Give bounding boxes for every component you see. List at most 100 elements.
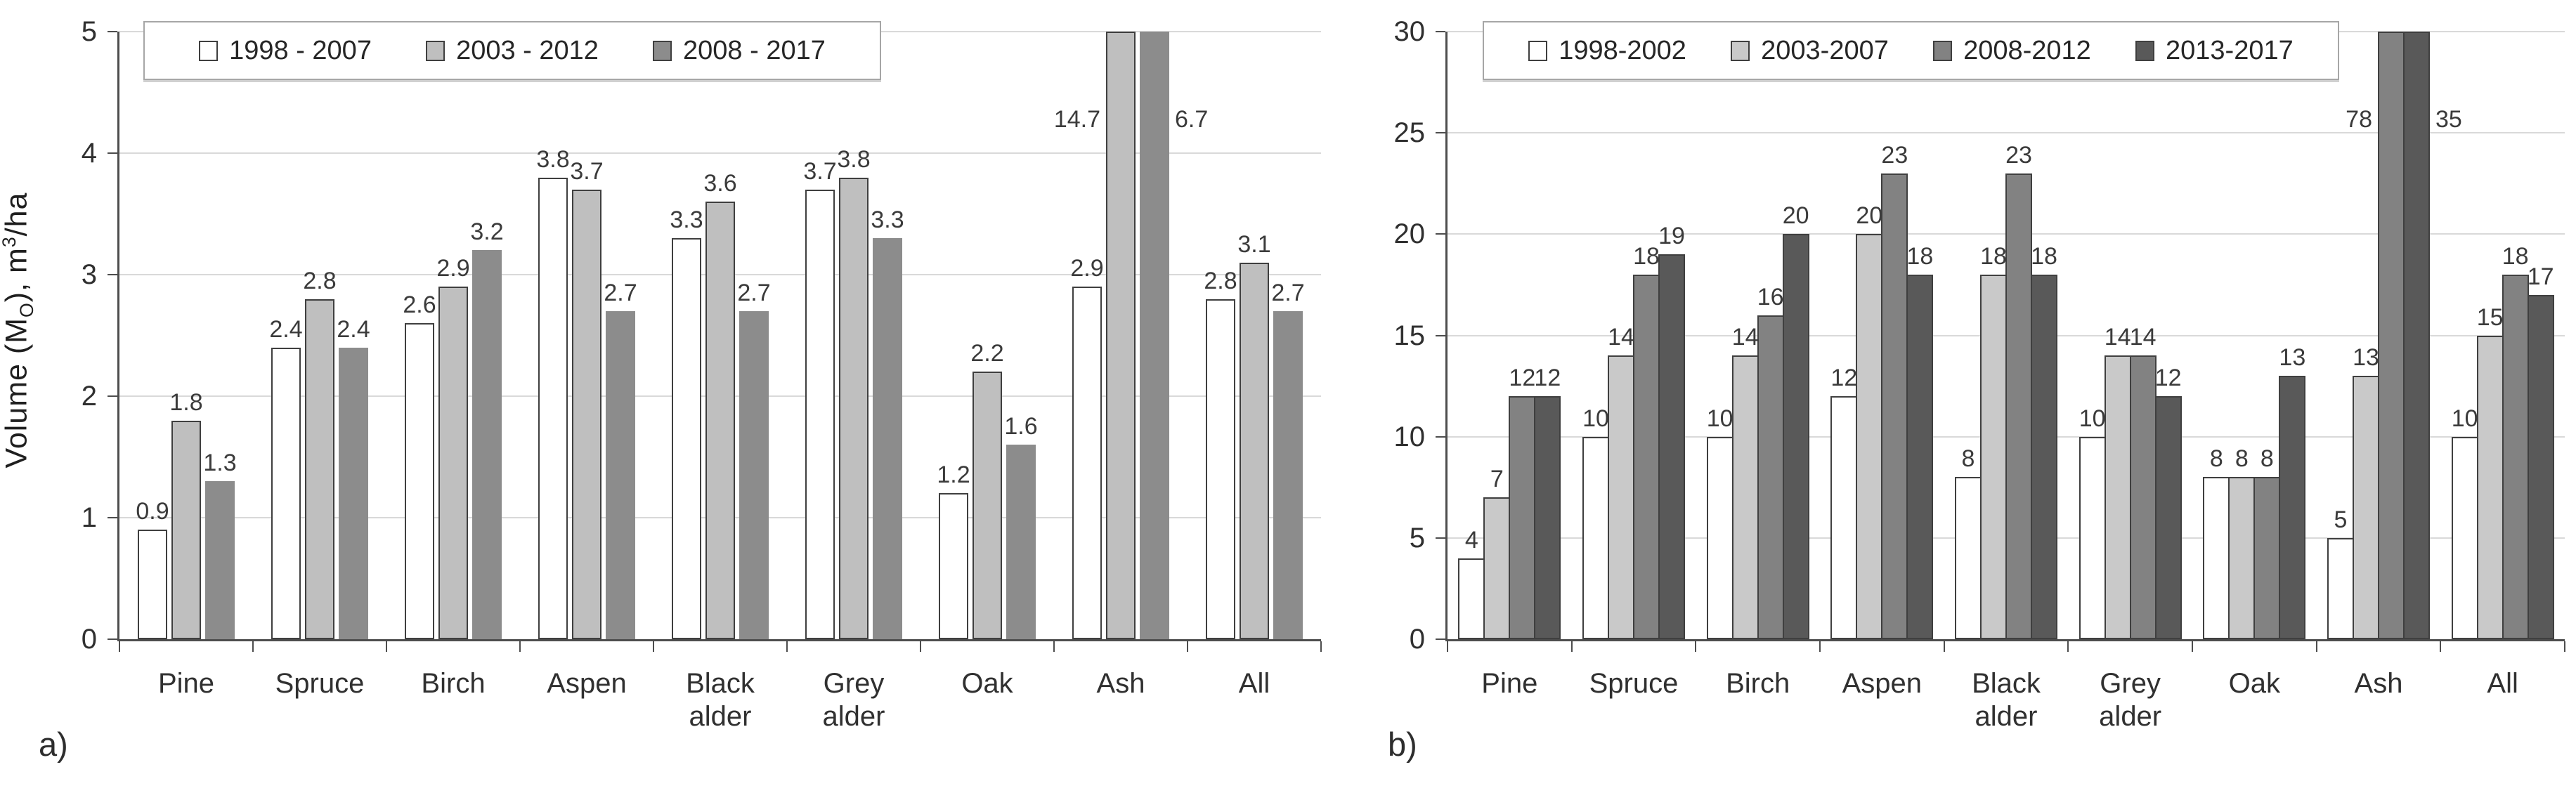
y-axis-tick	[1436, 435, 1445, 438]
legend-swatch-icon	[1731, 40, 1750, 61]
x-category-label: Birch	[421, 667, 485, 700]
x-category-label-line: All	[1238, 668, 1270, 699]
y-axis-line	[117, 32, 119, 641]
bar-2003-2007-pine	[1483, 497, 1511, 639]
bar-2008-2012-oak	[2253, 477, 2281, 639]
y-axis-tick-label: 15	[1393, 320, 1426, 351]
bar-1998-2007-spruce	[271, 347, 301, 639]
x-category-label-line: Birch	[421, 668, 486, 699]
bar-value-label: 6.7	[1175, 106, 1209, 133]
x-axis-tick	[920, 641, 921, 652]
bar-value-label: 10	[2079, 405, 2106, 432]
x-category-label-line: alder	[2099, 701, 2162, 732]
y-axis-tick	[108, 31, 117, 32]
bar-value-label: 8	[2209, 445, 2223, 473]
x-category-label-line: Oak	[961, 668, 1013, 699]
x-category-label-line: alder	[689, 701, 752, 732]
bar-value-label: 8	[2235, 445, 2249, 473]
bar-value-label: 20	[1856, 202, 1883, 230]
bar-value-label: 2.6	[403, 292, 436, 319]
x-category-label-line: Pine	[1481, 668, 1538, 699]
x-axis-tick	[786, 641, 788, 652]
legend-label: 1998-2002	[1559, 35, 1686, 65]
bar-1998-2007-grey-alder	[805, 189, 835, 639]
bar-value-label: 23	[2005, 141, 2032, 169]
bar-2003-2012-pine	[171, 420, 201, 639]
chart-panel-a: Volume (MO), m3/ha 0 1 2 3 4 5 Pine Spruce Birch…	[0, 0, 1322, 763]
x-category-label-line: Grey	[823, 668, 885, 699]
x-category-label: Grey alder	[2099, 667, 2161, 733]
bar-value-label: 78	[2346, 106, 2372, 133]
x-category-label: Grey alder	[823, 667, 885, 733]
y-axis-tick-label: 0	[81, 624, 97, 655]
bar-1998-2007-black-alder	[672, 238, 701, 639]
x-axis-tick	[1320, 641, 1322, 652]
bar-value-label: 2.4	[269, 315, 303, 343]
bar-value-label: 1.6	[1004, 413, 1038, 440]
x-category-label: Ash	[1097, 667, 1145, 700]
bar-value-label: 4	[1464, 526, 1478, 554]
y-axis-tick	[1436, 132, 1445, 134]
legend-item: 2013-2017	[2135, 36, 2294, 66]
legend-item: 2008-2012	[1933, 36, 2091, 66]
bar-2003-2012-spruce	[305, 299, 334, 639]
bar-2008-2017-grey-alder	[873, 238, 902, 639]
y-axis-tick	[108, 274, 117, 275]
x-category-label: All	[2487, 667, 2518, 700]
x-category-label: Aspen	[1842, 667, 1922, 700]
y-axis-tick-label: 10	[1393, 421, 1426, 452]
chart-panel-b: 0 5 10 15 20 25 30 Pine Spruce Birch Aspen Black ald…	[1321, 0, 2576, 786]
bar-2013-2017-oak	[2279, 376, 2306, 639]
x-category-label-line: alder	[1975, 701, 2038, 732]
legend-b: 1998-2002 2003-2007 2008-2012 2013-2017	[1483, 21, 2339, 80]
bar-value-label: 35	[2435, 106, 2462, 133]
x-category-label: Aspen	[547, 667, 626, 700]
bar-value-label: 14.7	[1053, 106, 1100, 133]
x-category-label-line: Oak	[2228, 668, 2281, 699]
bar-value-label: 13	[2279, 344, 2306, 372]
x-category-label: Spruce	[275, 667, 365, 700]
y-axis-tick-label: 1	[81, 502, 97, 533]
bar-value-label: 14	[1608, 324, 1634, 351]
x-category-label-line: All	[2487, 668, 2518, 699]
x-axis-tick	[1053, 641, 1055, 652]
bar-value-label: 0.9	[136, 498, 169, 525]
y-axis-tick	[108, 517, 117, 518]
x-axis-tick	[2192, 641, 2193, 652]
bar-value-label: 2.7	[1271, 279, 1305, 306]
bar-2013-2017-grey-alder	[2154, 396, 2182, 639]
bar-1998-2002-birch	[1706, 436, 1733, 639]
bar-value-label: 17	[2527, 263, 2554, 290]
legend-label: 2003-2007	[1761, 35, 1889, 65]
x-category-label: Black alder	[686, 667, 755, 733]
bar-2003-2012-all	[1240, 262, 1269, 639]
y-axis-title: Volume (MO), m3/ha	[0, 0, 38, 681]
bar-2003-2012-oak	[972, 372, 1002, 639]
bar-value-label: 1.2	[937, 461, 970, 489]
bar-2008-2012-black-alder	[2005, 173, 2032, 639]
bar-1998-2007-all	[1206, 299, 1235, 639]
bar-1998-2002-pine	[1458, 558, 1485, 639]
bar-value-label: 2.8	[303, 267, 337, 294]
x-axis-line	[1445, 639, 2565, 641]
bar-value-label: 16	[1757, 283, 1784, 310]
bar-value-label: 12	[1830, 365, 1858, 391]
y-axis-tick-label: 5	[1409, 522, 1425, 554]
y-axis-line	[1445, 32, 1448, 641]
bar-1998-2002-grey-alder	[2079, 436, 2106, 639]
bar-value-label: 13	[2353, 344, 2379, 372]
bar-2003-2012-black-alder	[705, 202, 735, 639]
bar-2003-2007-ash	[2353, 376, 2379, 639]
y-axis-tick-label: 2	[81, 381, 97, 412]
bar-value-label: 2.8	[1204, 267, 1237, 294]
bar-2008-2017-black-alder	[739, 310, 769, 639]
x-axis-tick	[1819, 641, 1821, 652]
panel-label-b: b)	[1388, 726, 1417, 763]
x-axis-tick	[2440, 641, 2442, 652]
bar-2013-2017-black-alder	[2031, 275, 2057, 639]
x-axis-tick	[1570, 641, 1573, 652]
x-axis-tick	[1695, 641, 1697, 652]
bar-2013-2017-birch	[1782, 234, 1809, 639]
bar-value-label: 18	[1906, 243, 1934, 270]
y-axis-tick-label: 0	[1409, 624, 1425, 655]
